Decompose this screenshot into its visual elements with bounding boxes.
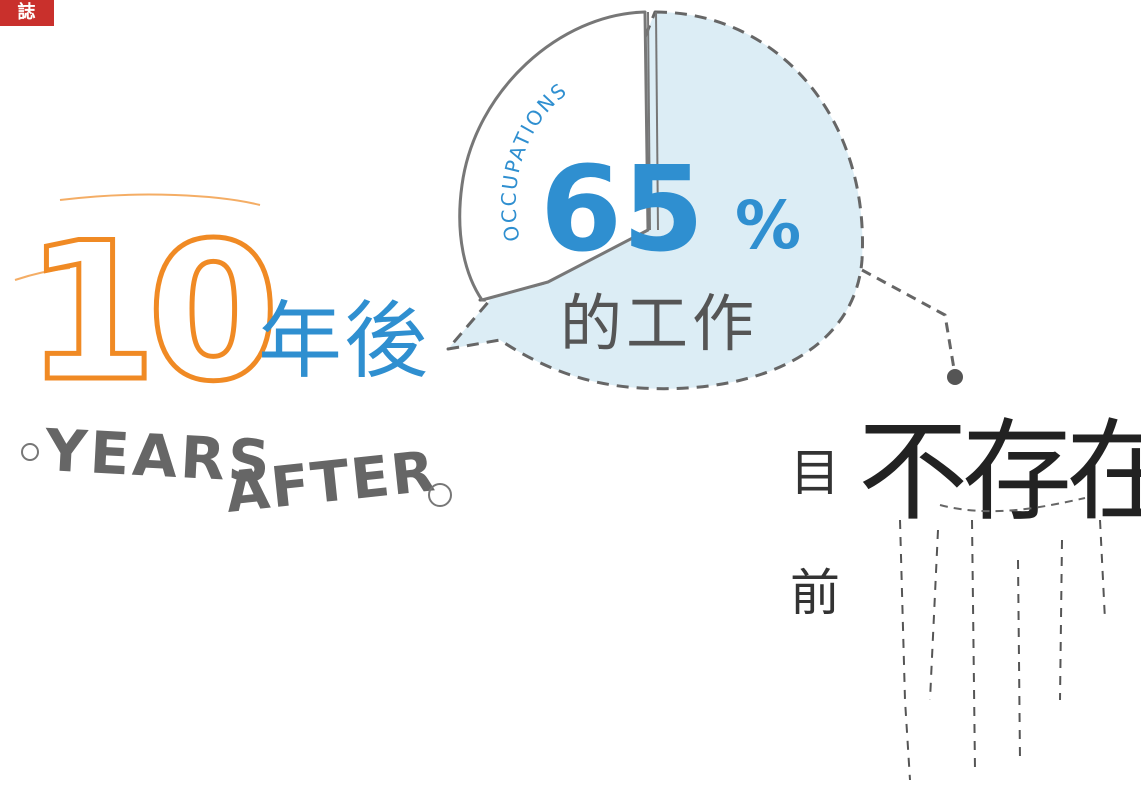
logo-badge: 誌 bbox=[0, 0, 54, 26]
bubble-slice-filled bbox=[446, 10, 864, 391]
drip-lines bbox=[899, 519, 1106, 781]
speech-bubble bbox=[446, 10, 864, 391]
sketch-stroke-left bbox=[14, 267, 71, 281]
years-word: YEARS bbox=[42, 416, 274, 496]
connector-line bbox=[861, 268, 957, 376]
percent-sign: % bbox=[735, 187, 801, 264]
sketch-stroke-top bbox=[59, 193, 261, 206]
drip-cross-line bbox=[939, 497, 1086, 513]
slice-divider bbox=[647, 11, 651, 231]
bubble-caption: 的工作 bbox=[560, 287, 758, 360]
decor-circle-right bbox=[428, 483, 452, 507]
decor-circle-left bbox=[21, 443, 39, 461]
years-suffix-cjk: 年後 bbox=[258, 292, 430, 390]
bubble-slice-outline bbox=[458, 10, 650, 302]
percent-number: 65 bbox=[540, 140, 704, 278]
slice-divider-2 bbox=[655, 11, 659, 231]
ten-number: 10 bbox=[25, 202, 271, 423]
connector-dot bbox=[947, 369, 963, 385]
result-prefix-1: 目 bbox=[790, 444, 840, 502]
result-prefix-2: 前 bbox=[790, 564, 840, 622]
result-statement: 不存在 bbox=[858, 408, 1141, 536]
